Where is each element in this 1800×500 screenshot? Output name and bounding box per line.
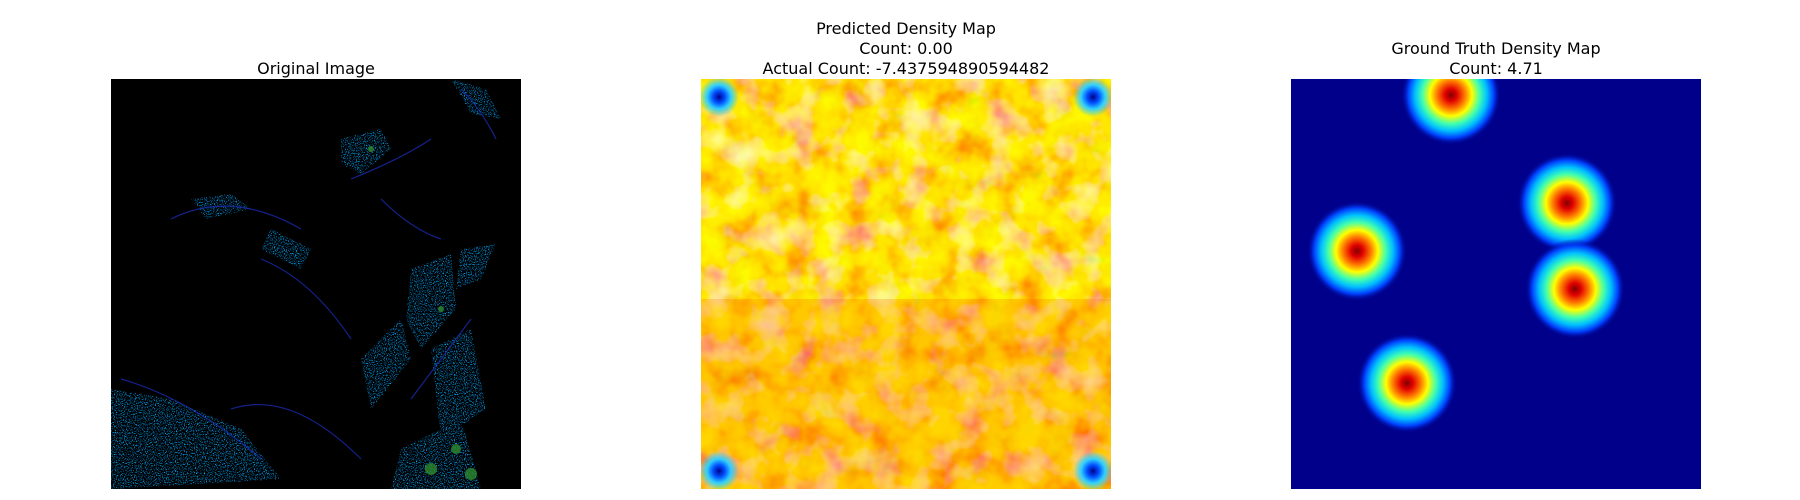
title-line: Ground Truth Density Map [1391, 39, 1601, 58]
title-line: Count: 0.00 [859, 39, 953, 58]
title-line: Count: 4.71 [1449, 59, 1543, 78]
panel-title: Ground Truth Density Map Count: 4.71 [1231, 39, 1761, 79]
density-blob [1357, 333, 1457, 433]
panel-original-image: Original Image [111, 0, 521, 500]
panel-title: Original Image [51, 59, 581, 79]
ground-truth-density-map [1291, 79, 1701, 489]
original-image [111, 79, 521, 489]
panel-title: Predicted Density Map Count: 0.00 Actual… [641, 19, 1171, 79]
predicted-density-map [701, 79, 1111, 489]
density-blobs [1307, 79, 1625, 433]
title-line: Actual Count: -7.437594890594482 [762, 59, 1050, 78]
original-image-graphic [111, 79, 521, 489]
density-blob [1525, 239, 1625, 339]
density-blob [1307, 201, 1407, 301]
panel-ground-truth-density: Ground Truth Density Map Count: 4.71 [1291, 0, 1701, 500]
ground-truth-density-graphic [1291, 79, 1701, 489]
density-blob [1517, 153, 1617, 253]
title-line: Predicted Density Map [816, 19, 996, 38]
panel-predicted-density: Predicted Density Map Count: 0.00 Actual… [701, 0, 1111, 500]
title-line: Original Image [257, 59, 375, 78]
predicted-density-graphic [701, 79, 1111, 489]
density-blob [1401, 79, 1501, 145]
